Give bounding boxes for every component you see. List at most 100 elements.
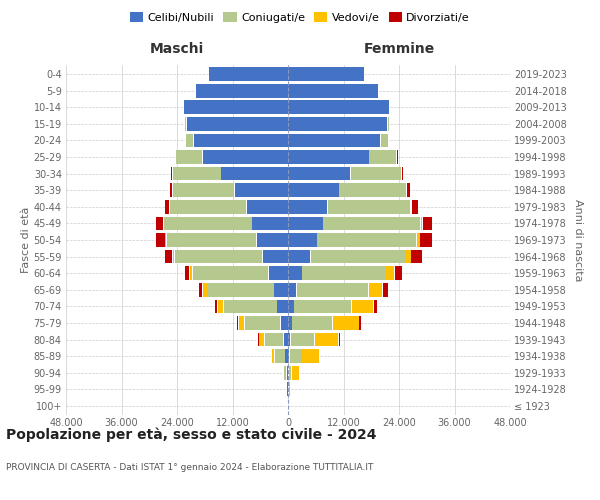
Bar	[238, 316, 239, 330]
Bar	[288, 250, 310, 264]
Text: Maschi: Maschi	[150, 42, 204, 56]
Bar	[202, 283, 203, 296]
Bar	[332, 316, 359, 330]
Bar	[419, 233, 421, 247]
Bar	[289, 366, 292, 380]
Bar	[186, 134, 193, 147]
Bar	[207, 283, 274, 296]
Bar	[172, 167, 173, 180]
Bar	[171, 167, 172, 180]
Bar	[288, 332, 290, 346]
Bar	[302, 350, 319, 363]
Bar	[388, 134, 389, 147]
Bar	[192, 266, 269, 280]
Bar	[193, 134, 288, 147]
Y-axis label: Anni di nascita: Anni di nascita	[572, 198, 583, 281]
Bar	[202, 150, 288, 164]
Bar	[185, 134, 186, 147]
Bar	[166, 233, 257, 247]
Bar	[294, 300, 352, 313]
Bar	[296, 283, 297, 296]
Bar	[288, 300, 294, 313]
Bar	[288, 350, 290, 363]
Bar	[165, 233, 166, 247]
Bar	[284, 332, 288, 346]
Bar	[282, 366, 284, 380]
Text: Femmine: Femmine	[364, 42, 434, 56]
Bar	[251, 216, 252, 230]
Bar	[189, 266, 190, 280]
Bar	[264, 332, 265, 346]
Bar	[410, 250, 412, 264]
Bar	[271, 350, 275, 363]
Bar	[202, 150, 203, 164]
Bar	[184, 117, 185, 130]
Bar	[192, 266, 193, 280]
Bar	[387, 117, 388, 130]
Bar	[289, 382, 290, 396]
Bar	[411, 200, 412, 213]
Bar	[274, 350, 275, 363]
Bar	[185, 117, 186, 130]
Bar	[368, 283, 383, 296]
Bar	[404, 250, 406, 264]
Bar	[284, 366, 287, 380]
Bar	[203, 283, 207, 296]
Bar	[332, 316, 333, 330]
Bar	[302, 266, 385, 280]
Bar	[416, 233, 417, 247]
Bar	[207, 283, 208, 296]
Bar	[388, 134, 389, 147]
Bar	[319, 350, 320, 363]
Bar	[284, 350, 286, 363]
Bar	[310, 250, 311, 264]
Bar	[277, 300, 288, 313]
Bar	[157, 233, 165, 247]
Bar	[397, 150, 398, 164]
Bar	[422, 216, 432, 230]
Bar	[287, 399, 288, 412]
Bar	[189, 266, 192, 280]
Bar	[223, 300, 224, 313]
Bar	[385, 266, 395, 280]
Bar	[163, 216, 164, 230]
Bar	[163, 216, 164, 230]
Bar	[317, 233, 416, 247]
Bar	[412, 200, 418, 213]
Bar	[382, 283, 383, 296]
Bar	[172, 184, 173, 197]
Bar	[369, 150, 397, 164]
Text: PROVINCIA DI CASERTA - Dati ISTAT 1° gennaio 2024 - Elaborazione TUTTITALIA.IT: PROVINCIA DI CASERTA - Dati ISTAT 1° gen…	[6, 462, 373, 471]
Bar	[271, 350, 272, 363]
Bar	[259, 332, 264, 346]
Text: Popolazione per età, sesso e stato civile - 2024: Popolazione per età, sesso e stato civil…	[6, 428, 377, 442]
Bar	[193, 134, 194, 147]
Bar	[288, 100, 390, 114]
Bar	[410, 200, 411, 213]
Bar	[352, 300, 374, 313]
Bar	[411, 250, 422, 264]
Bar	[314, 332, 338, 346]
Bar	[380, 134, 388, 147]
Bar	[172, 167, 221, 180]
Bar	[288, 233, 317, 247]
Bar	[209, 68, 288, 81]
Bar	[274, 283, 288, 296]
Bar	[156, 216, 163, 230]
Bar	[165, 200, 170, 213]
Bar	[288, 167, 350, 180]
Bar	[380, 134, 381, 147]
Bar	[374, 300, 377, 313]
Bar	[185, 266, 189, 280]
Bar	[262, 250, 263, 264]
Bar	[339, 184, 406, 197]
Bar	[350, 167, 401, 180]
Bar	[288, 382, 289, 396]
Bar	[257, 233, 288, 247]
Bar	[184, 100, 288, 114]
Bar	[196, 84, 288, 98]
Bar	[383, 283, 388, 296]
Bar	[350, 167, 351, 180]
Bar	[283, 332, 284, 346]
Bar	[221, 167, 288, 180]
